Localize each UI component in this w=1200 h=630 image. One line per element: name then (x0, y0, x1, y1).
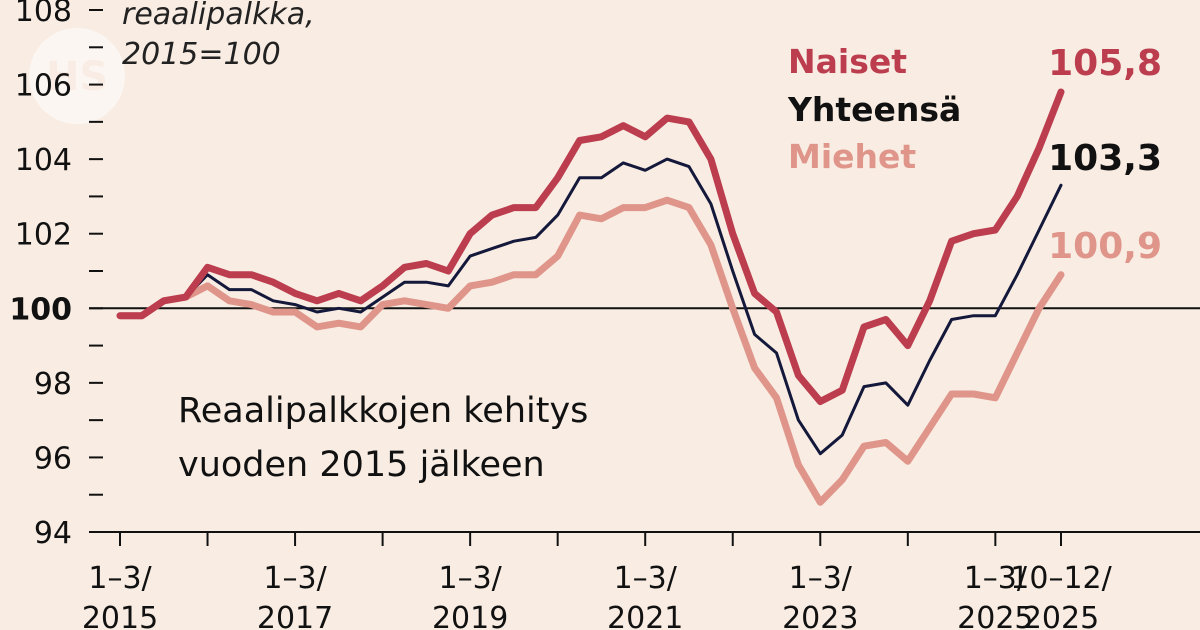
y-tick-label: 108 (15, 0, 72, 29)
legend-naiset: Naiset (788, 42, 907, 81)
series-line-naiset (116, 88, 1065, 405)
chart-subtitle-line-1: Reaalipalkkojen kehitys (178, 391, 588, 431)
x-tick-label: 1–3/ (789, 561, 853, 596)
x-tick-label: 2025 (1023, 601, 1099, 630)
x-tick-label: 1–3/ (263, 561, 327, 596)
y-axis: 94 96 98 100 102 104 106 108 (9, 0, 1200, 551)
legend-miehet: Miehet (788, 137, 916, 176)
series-lines (116, 88, 1065, 506)
x-tick-label: 2019 (432, 601, 508, 630)
y-tick-label: 104 (15, 143, 72, 178)
legend-yhteensa: Yhteensä (787, 90, 961, 129)
y-axis-caption-line-1: reaalipalkka, (122, 0, 315, 32)
x-tick-label: 2025 (957, 601, 1033, 630)
x-tick-label: 2015 (82, 601, 158, 630)
end-label-naiset: 105,8 (1048, 43, 1162, 84)
chart-subtitle-line-2: vuoden 2015 jälkeen (178, 445, 545, 485)
series-line-yhteensa (118, 157, 1063, 456)
end-label-miehet: 100,9 (1048, 226, 1162, 267)
y-tick-label: 98 (34, 367, 72, 402)
x-tick-label: 1–3/ (964, 561, 1028, 596)
y-tick-label: 106 (15, 69, 72, 104)
x-tick-label: 1–3/ (438, 561, 502, 596)
x-tick-label: 2017 (257, 601, 333, 630)
hs-logo-text: HS (46, 54, 108, 100)
y-axis-caption-line-2: 2015=100 (122, 37, 281, 72)
x-tick-label: 10–12/ (1010, 561, 1112, 596)
x-tick-label: 2023 (782, 601, 858, 630)
x-axis: 1–3/2015 1–3/2017 1–3/2019 1–3/2021 1–3/2023… (82, 531, 1200, 630)
y-tick-label: 96 (34, 441, 72, 476)
x-tick-label: 2021 (607, 601, 683, 630)
x-tick-label: 1–3/ (88, 561, 152, 596)
y-tick-label: 100 (9, 292, 72, 327)
hs-logo: HS (29, 28, 125, 124)
x-tick-label: 1–3/ (614, 561, 678, 596)
y-tick-label: 102 (15, 218, 72, 253)
series-line-miehet (116, 196, 1065, 506)
y-tick-label: 94 (34, 516, 72, 551)
end-label-yhteensa: 103,3 (1048, 138, 1162, 179)
